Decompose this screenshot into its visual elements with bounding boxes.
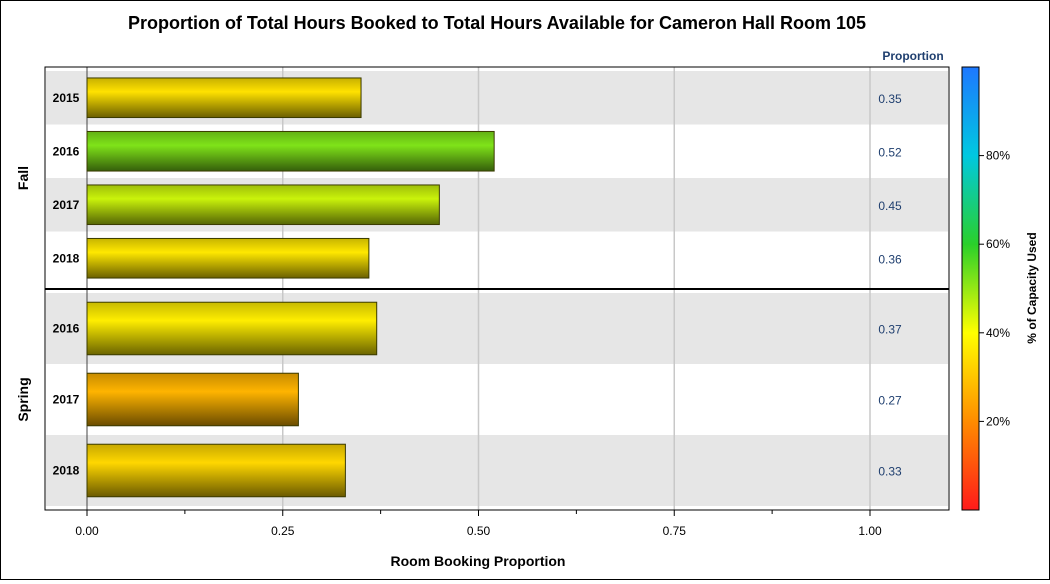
bar-fall-2015: [86, 77, 362, 119]
value-label: 0.37: [878, 323, 902, 337]
colorbar: 20% 40% 60% 80% % of Capacity Used: [961, 66, 1039, 511]
category-label: 2016: [53, 144, 80, 158]
group-label: Fall: [15, 166, 31, 190]
category-label: 2018: [53, 464, 80, 478]
x-tick-label: 0.00: [75, 524, 99, 538]
value-label: 0.35: [878, 92, 902, 106]
category-label: 2018: [53, 251, 80, 265]
group-label: Spring: [15, 377, 31, 421]
chart-title: Proportion of Total Hours Booked to Tota…: [128, 13, 866, 33]
colorbar-tick-label: 40%: [986, 326, 1010, 340]
colorbar-label: % of Capacity Used: [1025, 232, 1039, 343]
category-label: 2015: [53, 91, 80, 105]
category-label: 2017: [53, 393, 80, 407]
colorbar-tick-label: 80%: [986, 149, 1010, 163]
bar-fall-2016: [86, 130, 495, 172]
value-label: 0.52: [878, 145, 902, 159]
x-tick-label: 1.00: [858, 524, 882, 538]
bar-spring-2017: [86, 372, 299, 427]
category-label: 2017: [53, 198, 80, 212]
x-tick-label: 0.50: [467, 524, 491, 538]
value-label: 0.33: [878, 465, 902, 479]
value-column-header: Proportion: [882, 49, 943, 63]
x-tick-label: 0.25: [271, 524, 295, 538]
bar-fall-2017: [86, 184, 440, 226]
value-label: 0.36: [878, 252, 902, 266]
plot-area: 2015 0.35 2016 0.52 2017 0.45 2018 0.36 2016 0.37…: [15, 66, 950, 538]
colorbar-tick-label: 20%: [986, 414, 1010, 428]
value-label: 0.27: [878, 394, 902, 408]
value-label: 0.45: [878, 199, 902, 213]
category-label: 2016: [53, 322, 80, 336]
bar-fall-2018: [86, 237, 370, 279]
x-axis-label: Room Booking Proportion: [391, 553, 566, 569]
colorbar-gradient: [961, 66, 980, 511]
colorbar-tick-label: 60%: [986, 237, 1010, 251]
bar-spring-2018: [86, 443, 346, 498]
bar-spring-2016: [86, 301, 378, 356]
x-tick-label: 0.75: [663, 524, 687, 538]
